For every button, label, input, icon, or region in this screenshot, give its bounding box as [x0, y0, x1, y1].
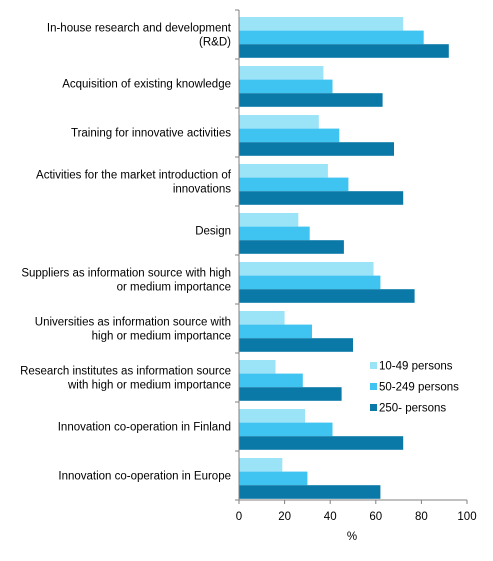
bar-2-9 — [239, 422, 333, 437]
category-label-6-line-1: Suppliers as information source with hig… — [21, 268, 231, 280]
category-label-2: Acquisition of existing knowledge — [62, 79, 231, 91]
bar-1-5 — [239, 213, 299, 227]
bar-2-6 — [239, 275, 381, 290]
x-tick-label-60: 60 — [369, 511, 382, 523]
bars — [239, 17, 449, 499]
category-label-4-line-1: Activities for the market introduction o… — [36, 170, 232, 182]
bar-3-6 — [239, 289, 415, 303]
x-tick-labels: 0 20 40 60 80 100 — [236, 511, 477, 523]
bar-1-10 — [239, 458, 283, 472]
bar-3-10 — [239, 485, 381, 499]
legend-label-3: 250- persons — [379, 403, 446, 415]
category-label-8-line-2: with high or medium importance — [67, 380, 231, 392]
x-tick-label-100: 100 — [457, 511, 476, 523]
category-label-3: Training for innovative activities — [71, 128, 231, 140]
legend-swatch-2 — [370, 383, 377, 390]
x-tick-label-40: 40 — [324, 511, 337, 523]
x-tick-label-80: 80 — [415, 511, 428, 523]
bar-1-2 — [239, 66, 324, 80]
bar-3-9 — [239, 436, 404, 450]
bar-2-3 — [239, 128, 340, 143]
category-label-1-line-1: In-house research and development — [47, 23, 232, 35]
bar-1-3 — [239, 115, 319, 129]
x-tick-label-20: 20 — [278, 511, 291, 523]
bar-2-7 — [239, 324, 312, 339]
bar-2-5 — [239, 226, 310, 241]
category-label-6-line-2: or medium importance — [117, 282, 231, 294]
bar-3-8 — [239, 387, 342, 401]
bar-1-6 — [239, 262, 374, 276]
category-label-4-line-2: innovations — [173, 184, 231, 196]
bar-2-4 — [239, 177, 349, 192]
bar-3-3 — [239, 142, 394, 156]
legend-label-1: 10-49 persons — [379, 361, 453, 373]
legend-swatch-3 — [370, 404, 377, 411]
legend: 10-49 persons 50-249 persons 250- persons — [370, 361, 459, 415]
bar-3-5 — [239, 240, 344, 254]
category-label-9: Innovation co-operation in Finland — [58, 422, 231, 434]
bar-3-2 — [239, 93, 383, 107]
bar-2-8 — [239, 373, 303, 388]
category-label-10: Innovation co-operation in Europe — [58, 471, 231, 483]
category-label-5: Design — [195, 226, 231, 238]
bar-3-4 — [239, 191, 404, 205]
bar-2-2 — [239, 79, 333, 94]
category-label-8-line-1: Research institutes as information sourc… — [20, 366, 231, 378]
x-axis-title: % — [347, 531, 357, 543]
legend-label-2: 50-249 persons — [379, 382, 459, 394]
bar-1-8 — [239, 360, 276, 374]
bar-3-1 — [239, 44, 449, 58]
bar-2-1 — [239, 30, 424, 45]
category-label-7-line-1: Universities as information source with — [35, 317, 231, 329]
category-label-1-line-2: (R&D) — [199, 37, 231, 49]
category-label-7-line-2: high or medium importance — [92, 331, 231, 343]
legend-swatch-1 — [370, 362, 377, 369]
bar-1-9 — [239, 409, 306, 423]
category-labels: In-house research and development (R&D) Ac… — [20, 23, 232, 483]
x-tick-label-0: 0 — [236, 511, 242, 523]
bar-1-4 — [239, 164, 328, 178]
bar-1-1 — [239, 17, 404, 31]
bar-3-7 — [239, 338, 353, 352]
bar-1-7 — [239, 311, 285, 325]
bar-2-10 — [239, 471, 308, 486]
axes — [235, 9, 468, 504]
